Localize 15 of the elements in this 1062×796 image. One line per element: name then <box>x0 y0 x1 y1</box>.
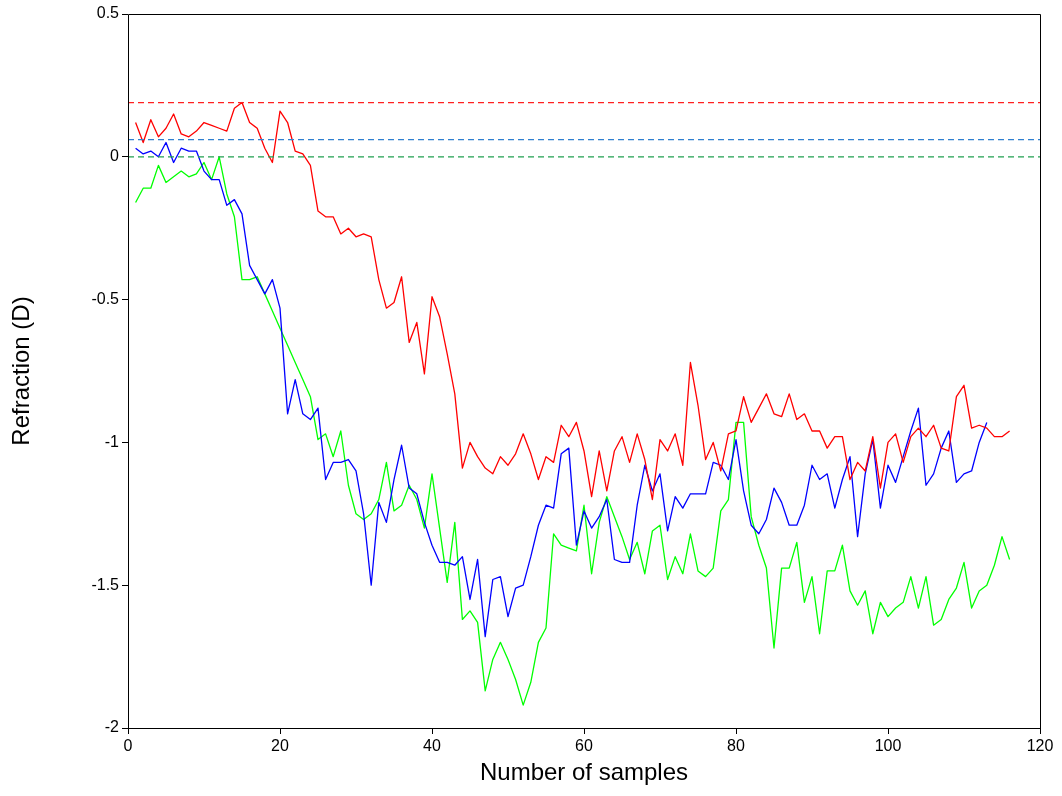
y-tick-label: -0.5 <box>91 290 120 308</box>
x-tick-label: 120 <box>1026 737 1054 755</box>
y-tick-label: 0 <box>110 147 120 165</box>
y-tick-label: -1.5 <box>91 575 120 593</box>
x-tick-label: 60 <box>575 737 593 755</box>
x-tick-label: 0 <box>123 737 133 755</box>
y-tick-label: 0.5 <box>96 4 120 22</box>
y-axis-title: Refraction (D) <box>7 296 35 446</box>
x-tick-label: 80 <box>727 737 745 755</box>
x-tick-label: 20 <box>271 737 289 755</box>
y-tick-label: -1 <box>104 432 120 450</box>
y-tick-label: -2 <box>104 718 120 736</box>
x-axis-title: Number of samples <box>479 758 689 786</box>
x-tick-label: 100 <box>874 737 902 755</box>
x-tick-label: 40 <box>423 737 441 755</box>
